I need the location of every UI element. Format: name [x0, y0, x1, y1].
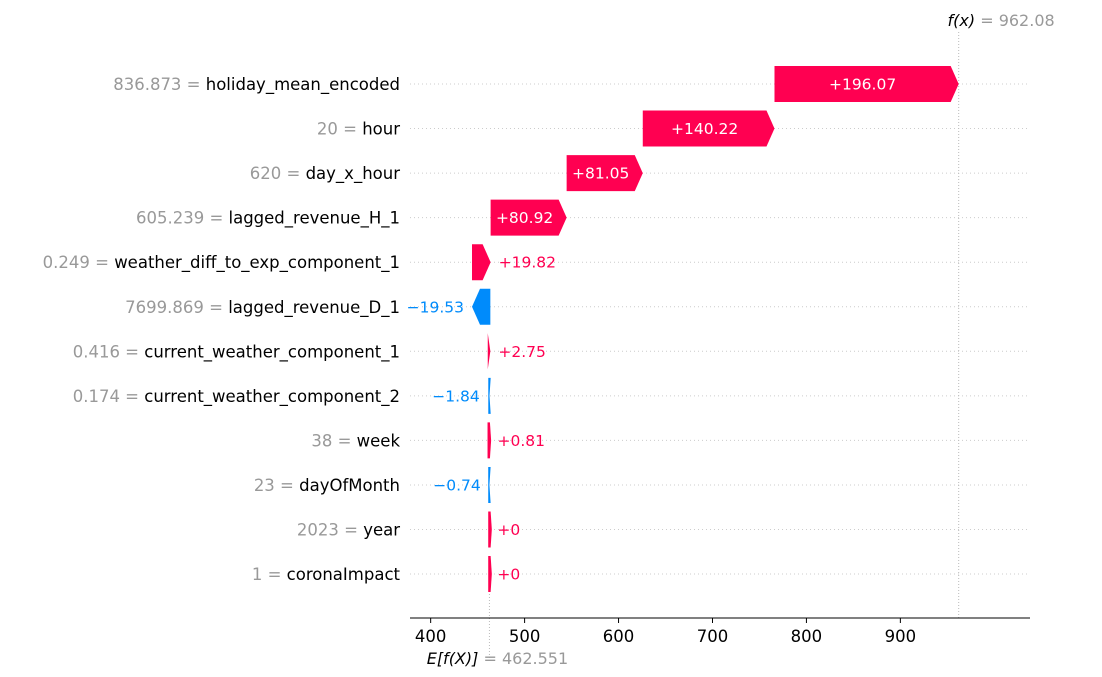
base-value: = 462.551 [478, 649, 568, 668]
feature-value: 20 = [317, 120, 362, 139]
feature-value: 620 = [250, 164, 306, 183]
contribution-label: −1.84 [432, 387, 480, 405]
feature-name: lagged_revenue_D_1 [228, 298, 400, 318]
contribution-bar [488, 466, 491, 503]
x-tick-label: 700 [697, 627, 729, 646]
feature-value: 0.249 = [43, 253, 115, 272]
contribution-bar [488, 556, 492, 593]
feature-label: 38 = week [311, 431, 400, 450]
feature-label: 2023 = year [297, 521, 400, 540]
contribution-label: −0.74 [433, 476, 481, 494]
feature-value: 23 = [254, 476, 299, 495]
feature-name: current_weather_component_1 [144, 342, 400, 362]
contribution-label: +0 [497, 566, 520, 584]
feature-name: day_x_hour [306, 164, 401, 184]
contribution-label: +196.07 [829, 76, 896, 94]
feature-value: 605.239 = [136, 209, 229, 228]
contribution-bar [487, 422, 492, 459]
feature-label: 1 = coronaImpact [252, 565, 401, 584]
x-tick-label: 500 [509, 627, 541, 646]
feature-value: 0.174 = [73, 387, 145, 406]
feature-label: 7699.869 = lagged_revenue_D_1 [125, 298, 400, 318]
reference-lines [488, 32, 960, 660]
feature-name: weather_diff_to_exp_component_1 [114, 253, 400, 273]
output-value-label: f(x) = 962.08 [948, 11, 1055, 30]
contribution-label: +0.81 [497, 432, 544, 450]
x-tick-label: 600 [603, 627, 635, 646]
contribution-bar [472, 244, 491, 281]
feature-label: 0.174 = current_weather_component_2 [73, 387, 400, 407]
feature-value: 7699.869 = [125, 298, 228, 317]
feature-value: 38 = [311, 431, 356, 450]
feature-value: 0.416 = [73, 342, 145, 361]
contribution-bar [774, 66, 959, 102]
contribution-label: +80.92 [496, 209, 553, 227]
output-label: f(x) [948, 11, 976, 30]
feature-name: year [363, 521, 400, 540]
contribution-label: +81.05 [572, 165, 629, 183]
contribution-bar [487, 333, 491, 370]
feature-label: 0.416 = current_weather_component_1 [73, 342, 400, 362]
base-value-label: E[f(X)] = 462.551 [427, 649, 568, 668]
feature-name: hour [362, 120, 400, 139]
contribution-bar [566, 155, 643, 192]
contribution-bar [488, 377, 491, 414]
feature-name: current_weather_component_2 [144, 387, 400, 407]
feature-name: coronaImpact [287, 565, 401, 584]
feature-label: 23 = dayOfMonth [254, 476, 400, 495]
x-tick-label: 800 [791, 627, 823, 646]
feature-labels: 836.873 = holiday_mean_encoded 20 = hour 6… [43, 75, 401, 584]
feature-label: 0.249 = weather_diff_to_exp_component_1 [43, 253, 400, 273]
contribution-label: +140.22 [671, 120, 738, 138]
contribution-bar [472, 288, 491, 325]
feature-label: 836.873 = holiday_mean_encoded [113, 75, 400, 95]
contribution-label: +2.75 [498, 343, 546, 361]
output-value: = 962.08 [975, 11, 1055, 30]
feature-name: lagged_revenue_H_1 [229, 209, 400, 229]
feature-label: 605.239 = lagged_revenue_H_1 [136, 209, 400, 229]
output-value-annotation: f(x) = 962.08 [948, 11, 1055, 30]
feature-name: week [357, 431, 401, 450]
x-axis: 400 500 600 700 800 900 [410, 617, 1030, 646]
contribution-bar [490, 199, 567, 236]
feature-label: 620 = day_x_hour [250, 164, 400, 184]
contribution-bar [642, 110, 775, 147]
feature-value: 2023 = [297, 521, 363, 540]
grid-lines [410, 83, 1030, 575]
contribution-label: −19.53 [407, 298, 464, 316]
base-label: E[f(X)] [427, 649, 479, 668]
contribution-bars: +196.07 +140.22 +81.05 +80.92 +19.82 −19.53 +2… [407, 66, 959, 593]
x-tick-label: 900 [885, 627, 917, 646]
feature-label: 20 = hour [317, 120, 400, 139]
contribution-label: +0 [497, 521, 520, 539]
feature-name: dayOfMonth [299, 476, 400, 495]
feature-value: 836.873 = [113, 75, 206, 94]
feature-name: holiday_mean_encoded [206, 75, 400, 95]
contribution-label: +19.82 [499, 254, 556, 272]
contribution-bar [488, 511, 492, 548]
base-value-annotation: E[f(X)] = 462.551 [427, 649, 568, 668]
x-tick-label: 400 [415, 627, 447, 646]
feature-value: 1 = [252, 565, 287, 584]
